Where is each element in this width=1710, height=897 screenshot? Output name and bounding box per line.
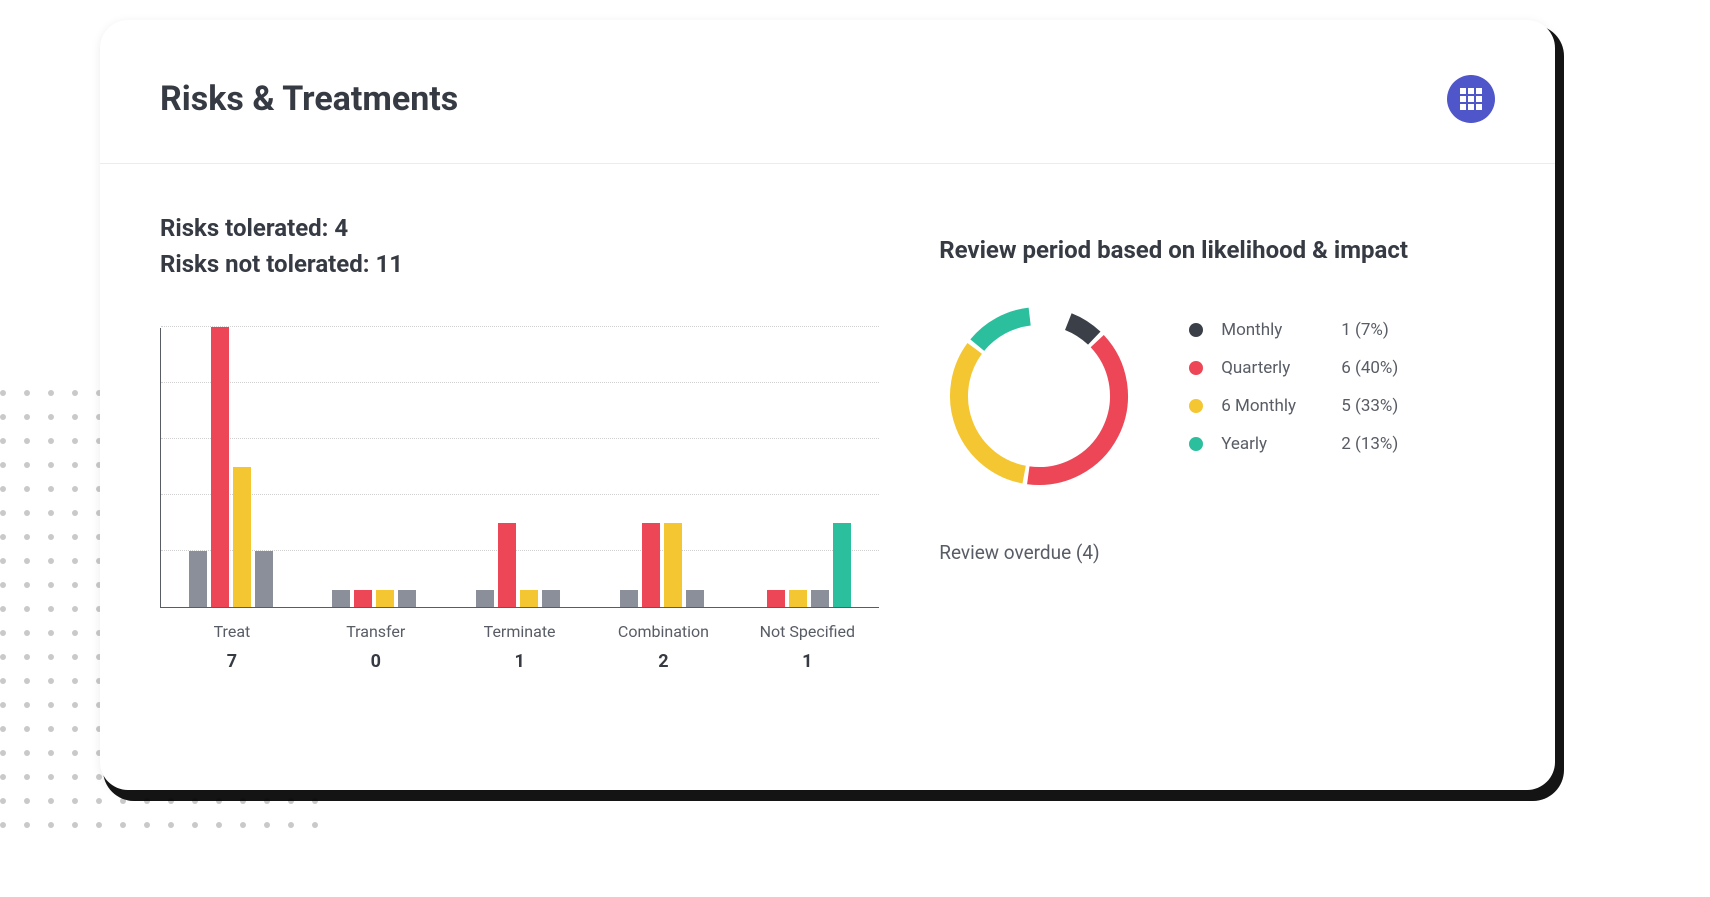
legend-item: 6 Monthly5 (33%) (1189, 396, 1495, 416)
bar[interactable] (520, 590, 538, 607)
bar[interactable] (376, 590, 394, 607)
x-axis-label: Transfer0 (316, 622, 436, 672)
risks-not-tolerated-stat: Risks not tolerated: 11 (160, 250, 879, 278)
donut-segment[interactable] (978, 317, 1030, 346)
bar[interactable] (189, 551, 207, 607)
donut-segment[interactable] (959, 349, 1024, 475)
grid-view-button[interactable] (1447, 75, 1495, 123)
bar[interactable] (255, 551, 273, 607)
left-column: Risks tolerated: 4 Risks not tolerated: … (160, 214, 879, 672)
bar[interactable] (354, 590, 372, 607)
bar-chart (160, 328, 879, 608)
risks-tolerated-stat: Risks tolerated: 4 (160, 214, 879, 242)
bar[interactable] (833, 523, 851, 607)
bar[interactable] (620, 590, 638, 607)
legend-item: Monthly1 (7%) (1189, 320, 1495, 340)
bar[interactable] (789, 590, 807, 607)
bar-group (332, 328, 420, 607)
legend-value: 1 (7%) (1341, 320, 1389, 340)
dashboard-card: Risks & Treatments Risks tolerated: 4 Ri… (100, 20, 1555, 790)
legend-item: Yearly2 (13%) (1189, 434, 1495, 454)
bar[interactable] (332, 590, 350, 607)
x-axis-label: Combination2 (603, 622, 723, 672)
donut-chart (939, 296, 1139, 496)
card-body: Risks tolerated: 4 Risks not tolerated: … (100, 164, 1555, 682)
bar[interactable] (398, 590, 416, 607)
legend-label: Quarterly (1221, 358, 1341, 378)
bar[interactable] (664, 523, 682, 607)
legend-value: 2 (13%) (1341, 434, 1398, 454)
grid-icon (1460, 88, 1482, 110)
bar[interactable] (686, 590, 704, 607)
legend-label: Yearly (1221, 434, 1341, 454)
bar[interactable] (476, 590, 494, 607)
legend-label: Monthly (1221, 320, 1341, 340)
legend-swatch (1189, 323, 1203, 337)
review-overdue-label: Review overdue (4) (939, 541, 1495, 564)
bar-group (189, 328, 277, 607)
donut-legend: Monthly1 (7%)Quarterly6 (40%)6 Monthly5 … (1189, 320, 1495, 472)
bar[interactable] (542, 590, 560, 607)
x-axis-label: Not Specified1 (747, 622, 867, 672)
bar-group (620, 328, 708, 607)
bar-group (476, 328, 564, 607)
bar[interactable] (211, 327, 229, 607)
legend-swatch (1189, 399, 1203, 413)
legend-swatch (1189, 361, 1203, 375)
bar-group (763, 328, 851, 607)
page-title: Risks & Treatments (160, 79, 458, 119)
x-axis-label: Treat7 (172, 622, 292, 672)
legend-value: 6 (40%) (1341, 358, 1398, 378)
donut-title: Review period based on likelihood & impa… (939, 234, 1495, 266)
legend-value: 5 (33%) (1341, 396, 1398, 416)
bar[interactable] (767, 590, 785, 607)
right-column: Review period based on likelihood & impa… (939, 214, 1495, 672)
card-header: Risks & Treatments (100, 20, 1555, 164)
donut-segment[interactable] (1069, 322, 1095, 339)
legend-label: 6 Monthly (1221, 396, 1341, 416)
donut-row: Monthly1 (7%)Quarterly6 (40%)6 Monthly5 … (939, 296, 1495, 496)
bar-chart-x-labels: Treat7 Transfer0 Terminate1 Combination2 Not… (160, 622, 879, 672)
bar[interactable] (233, 467, 251, 607)
x-axis-label: Terminate1 (460, 622, 580, 672)
bar-chart-container: Treat7 Transfer0 Terminate1 Combination2 Not… (160, 328, 879, 672)
bar[interactable] (811, 590, 829, 607)
bar-groups (161, 328, 879, 607)
legend-item: Quarterly6 (40%) (1189, 358, 1495, 378)
donut-segment[interactable] (1029, 342, 1120, 477)
legend-swatch (1189, 437, 1203, 451)
bar[interactable] (498, 523, 516, 607)
bar[interactable] (642, 523, 660, 607)
